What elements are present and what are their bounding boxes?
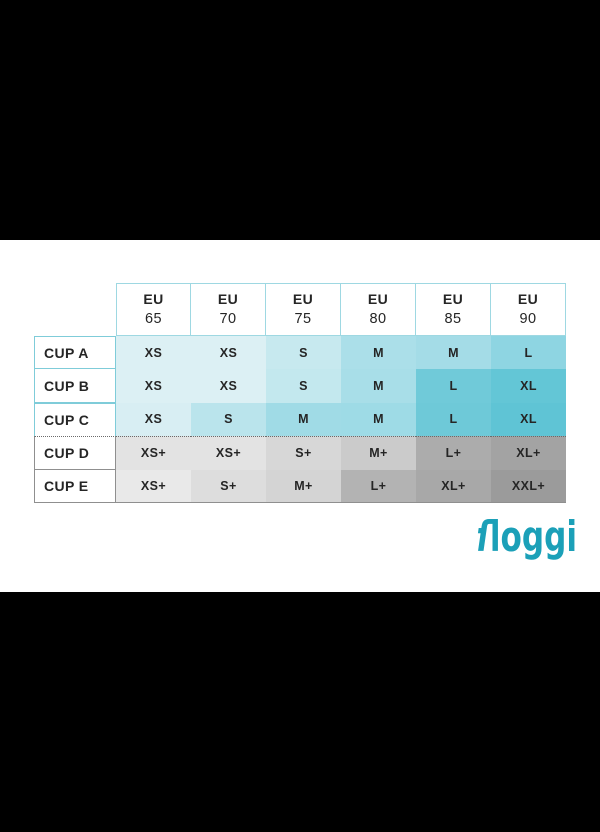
column-header-size: 85	[444, 311, 462, 328]
size-cell: XL+	[416, 469, 491, 503]
size-cell: XL	[491, 402, 566, 437]
logo-swash-s: ſ	[476, 512, 490, 561]
size-cell: XS+	[116, 469, 191, 503]
column-header-size: 65	[145, 311, 162, 328]
size-cell: XS	[116, 402, 191, 437]
cup-row-label: CUP C	[34, 402, 116, 437]
column-header-region: EU	[292, 290, 314, 307]
column-header-size: 80	[369, 311, 387, 328]
size-cell: S	[266, 336, 341, 370]
size-cell: M	[416, 336, 491, 370]
size-cell: M	[341, 369, 416, 403]
cup-row-label: CUP B	[34, 369, 116, 403]
column-header-region: EU	[517, 290, 539, 307]
size-cell: XS	[116, 369, 191, 403]
size-cell: XS+	[191, 436, 266, 470]
logo-rest: loggi	[489, 512, 577, 561]
size-cell: XS	[191, 369, 266, 403]
size-cell: XL	[491, 369, 566, 403]
column-header-region: EU	[143, 290, 164, 307]
size-cell: L	[416, 402, 491, 437]
size-cell: M	[341, 336, 416, 370]
top-letterbox-band	[0, 0, 600, 240]
size-cell: XS	[191, 336, 266, 370]
column-header-region: EU	[367, 290, 389, 307]
sloggi-logo: ſloggi	[476, 516, 577, 558]
column-header-eu-75: EU 75	[266, 283, 341, 336]
size-cell: S+	[191, 469, 266, 503]
cup-row-label: CUP E	[34, 469, 116, 503]
size-cell: M	[341, 402, 416, 437]
column-header-size: 90	[519, 311, 537, 328]
size-cell: S+	[266, 436, 341, 470]
column-header-eu-85: EU 85	[416, 283, 491, 336]
size-cell: L	[491, 336, 566, 370]
table-corner-spacer	[34, 283, 116, 336]
column-header-size: 75	[294, 311, 312, 328]
column-header-region: EU	[442, 290, 464, 307]
size-cell: XXL+	[491, 469, 566, 503]
size-cell: S	[191, 402, 266, 437]
size-cell: M+	[266, 469, 341, 503]
column-header-eu-65: EU 65	[116, 283, 191, 336]
size-cell: L+	[341, 469, 416, 503]
size-cell: XS+	[116, 436, 191, 470]
size-chart-table: EU 65 EU 70 EU 75 EU 80 EU 85 EU 90 CUP A XS XS S M M L CUP…	[34, 283, 566, 503]
column-header-region: EU	[217, 290, 239, 307]
size-cell: XS	[116, 336, 191, 370]
size-cell: XL+	[491, 436, 566, 470]
column-header-size: 70	[219, 311, 237, 328]
cup-row-label: CUP D	[34, 436, 116, 470]
size-cell: L+	[416, 436, 491, 470]
cup-row-label: CUP A	[34, 336, 116, 370]
column-header-eu-70: EU 70	[191, 283, 266, 336]
size-cell: S	[266, 369, 341, 403]
column-header-eu-80: EU 80	[341, 283, 416, 336]
column-header-eu-90: EU 90	[491, 283, 566, 336]
bottom-letterbox-band	[0, 592, 600, 832]
size-cell: L	[416, 369, 491, 403]
size-cell: M+	[341, 436, 416, 470]
size-cell: M	[266, 402, 341, 437]
